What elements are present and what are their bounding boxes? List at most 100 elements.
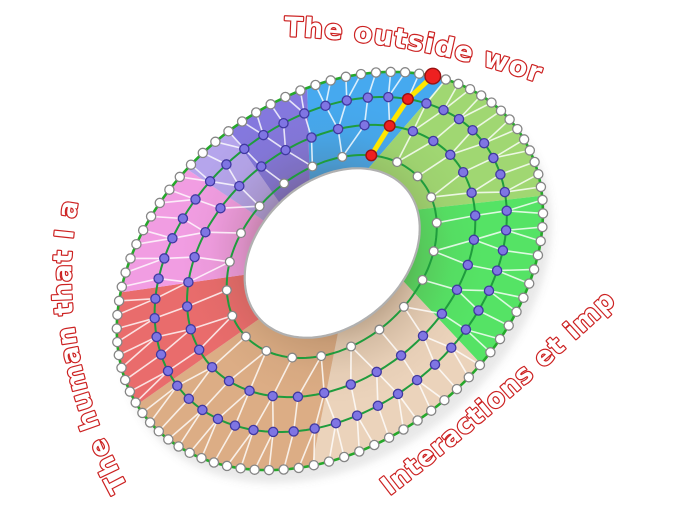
wheel-node-outer-ring[interactable] [196, 452, 207, 464]
wheel-node-third-ring[interactable] [181, 301, 193, 312]
wheel-node-third-ring[interactable] [183, 276, 194, 288]
wheel-node-third-ring[interactable] [451, 284, 463, 296]
wheel-node-second-ring[interactable] [150, 293, 161, 304]
wheel-node-second-ring[interactable] [167, 233, 178, 244]
wheel-node-second-ring[interactable] [204, 176, 216, 187]
wheel-node-second-ring[interactable] [330, 417, 342, 429]
wheel-node-second-ring[interactable] [411, 374, 423, 386]
wheel-node-second-ring[interactable] [362, 92, 374, 103]
wheel-node-second-ring[interactable] [221, 159, 232, 170]
wheel-node-outer-ring[interactable] [503, 320, 514, 331]
wheel-node-outer-ring[interactable] [463, 372, 475, 383]
highlight-path[interactable] [368, 73, 436, 158]
wheel-node-outer-ring[interactable] [265, 99, 276, 110]
wheel-node-outer-ring[interactable] [529, 156, 540, 168]
wheel-node-inner-ring[interactable] [221, 285, 232, 296]
wheel-node-second-ring[interactable] [446, 342, 457, 353]
wheel-node-inner-ring[interactable] [307, 161, 318, 172]
wheel-node-second-ring[interactable] [162, 365, 174, 377]
wheel-node-third-ring[interactable] [200, 226, 211, 238]
wheel-node-outer-ring[interactable] [383, 432, 395, 443]
wheel-node-third-ring[interactable] [462, 259, 474, 271]
wheel-node-outer-ring[interactable] [113, 349, 125, 361]
wheel-node-inner-ring[interactable] [426, 192, 437, 203]
wheel-node-third-ring[interactable] [234, 180, 245, 192]
wheel-node-outer-ring[interactable] [210, 136, 221, 148]
wheel-node-third-ring[interactable] [292, 391, 304, 403]
wheel-node-third-ring[interactable] [457, 166, 469, 178]
wheel-node-outer-ring[interactable] [130, 397, 141, 408]
wheel-node-second-ring[interactable] [309, 423, 320, 434]
wheel-node-third-ring[interactable] [395, 350, 407, 361]
wheel-node-second-ring[interactable] [320, 100, 331, 112]
wheel-node-inner-ring[interactable] [287, 352, 298, 363]
wheel-node-second-ring[interactable] [248, 424, 259, 436]
wheel-node-second-ring[interactable] [212, 413, 224, 425]
wheel-node-second-ring[interactable] [499, 186, 511, 198]
wheel-node-third-ring[interactable] [428, 135, 439, 147]
wheel-node-outer-ring[interactable] [528, 264, 540, 275]
wheel-node-second-ring[interactable] [229, 420, 241, 431]
wheel-node-outer-ring[interactable] [124, 386, 136, 397]
wheel-node-outer-ring[interactable] [439, 394, 450, 406]
wheel-node-outer-ring[interactable] [184, 447, 195, 459]
wheel-node-third-ring[interactable] [469, 210, 481, 221]
wheel-node-third-ring[interactable] [185, 324, 197, 335]
wheel-node-second-ring[interactable] [172, 380, 183, 392]
wheel-node-second-ring[interactable] [177, 213, 189, 224]
wheel-node-outer-ring[interactable] [464, 83, 476, 95]
wheel-node-outer-ring[interactable] [537, 221, 548, 233]
wheel-node-third-ring[interactable] [244, 385, 255, 397]
highlight-node[interactable] [365, 149, 378, 162]
wheel-node-outer-ring[interactable] [249, 464, 260, 475]
wheel-node-outer-ring[interactable] [208, 457, 220, 468]
wheel-node-second-ring[interactable] [341, 95, 353, 106]
wheel-node-second-ring[interactable] [467, 124, 478, 136]
wheel-node-second-ring[interactable] [460, 324, 472, 335]
wheel-node-outer-ring[interactable] [524, 145, 536, 156]
wheel-node-inner-ring[interactable] [431, 217, 442, 228]
wheel-node-outer-ring[interactable] [185, 159, 197, 170]
wheel-node-outer-ring[interactable] [112, 309, 123, 321]
wheel-node-outer-ring[interactable] [385, 66, 396, 78]
wheel-node-second-ring[interactable] [258, 129, 269, 141]
wheel-node-second-ring[interactable] [453, 113, 465, 125]
wheel-node-outer-ring[interactable] [440, 74, 452, 85]
wheel-node-outer-ring[interactable] [495, 105, 507, 116]
wheel-node-second-ring[interactable] [299, 108, 310, 119]
wheel-node-outer-ring[interactable] [340, 71, 352, 83]
wheel-node-second-ring[interactable] [190, 194, 201, 205]
wheel-node-second-ring[interactable] [153, 273, 164, 284]
wheel-node-third-ring[interactable] [359, 119, 370, 131]
wheel-node-inner-ring[interactable] [346, 341, 357, 352]
wheel-node-third-ring[interactable] [436, 308, 448, 320]
wheel-node-outer-ring[interactable] [137, 407, 148, 419]
wheel-node-outer-ring[interactable] [295, 85, 306, 96]
wheel-node-outer-ring[interactable] [310, 79, 321, 91]
wheel-node-third-ring[interactable] [468, 234, 480, 246]
wheel-node-third-ring[interactable] [445, 149, 456, 161]
wheel-node-inner-ring[interactable] [227, 310, 238, 321]
wheel-node-second-ring[interactable] [497, 245, 509, 256]
wheel-node-outer-ring[interactable] [163, 434, 174, 445]
wheel-node-third-ring[interactable] [267, 390, 278, 402]
wheel-node-second-ring[interactable] [501, 205, 512, 217]
wheel-node-outer-ring[interactable] [131, 238, 142, 250]
wheel-node-inner-ring[interactable] [428, 246, 439, 257]
wheel-node-outer-ring[interactable] [532, 249, 544, 261]
wheel-node-second-ring[interactable] [383, 91, 394, 103]
wheel-node-outer-ring[interactable] [533, 168, 544, 180]
wheel-node-outer-ring[interactable] [116, 362, 127, 374]
wheel-node-second-ring[interactable] [372, 400, 384, 412]
wheel-node-second-ring[interactable] [500, 225, 512, 236]
wheel-node-inner-ring[interactable] [240, 331, 251, 342]
wheel-node-second-ring[interactable] [392, 388, 404, 400]
wheel-node-third-ring[interactable] [417, 330, 429, 342]
wheel-node-third-ring[interactable] [318, 387, 330, 399]
wheel-node-outer-ring[interactable] [119, 374, 131, 386]
wheel-node-inner-ring[interactable] [254, 201, 265, 212]
wheel-node-inner-ring[interactable] [417, 274, 428, 285]
wheel-node-outer-ring[interactable] [144, 417, 156, 428]
wheel-node-third-ring[interactable] [215, 202, 226, 214]
wheel-node-inner-ring[interactable] [261, 345, 272, 356]
